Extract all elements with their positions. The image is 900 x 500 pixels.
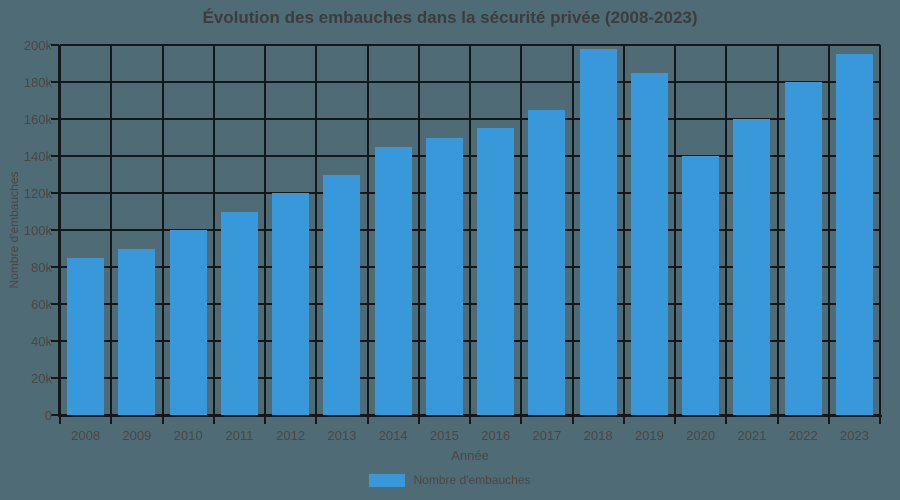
- bar-2010[interactable]: [169, 230, 207, 415]
- bar-2013[interactable]: [323, 174, 361, 415]
- x-axis-tick: [366, 417, 369, 424]
- legend-label: Nombre d'embauches: [413, 473, 531, 487]
- y-axis-tick: [51, 118, 59, 120]
- x-axis-tick: [879, 417, 881, 424]
- y-tick-label: 200k: [23, 38, 52, 53]
- y-axis-tick: [51, 303, 59, 305]
- gridline-vertical: [879, 45, 881, 415]
- bar-2011[interactable]: [220, 211, 258, 415]
- y-tick-label: 100k: [23, 223, 52, 238]
- bar-2020[interactable]: [682, 156, 720, 415]
- chart-title: Évolution des embauches dans la sécurité…: [202, 8, 698, 27]
- x-tick-label: 2017: [532, 428, 562, 443]
- bar-2018[interactable]: [579, 48, 617, 415]
- y-tick-label: 0: [44, 408, 52, 423]
- x-axis-tick: [776, 417, 779, 424]
- gridline-vertical: [776, 45, 779, 415]
- x-tick-label: 2022: [788, 428, 818, 443]
- bar-2021[interactable]: [733, 119, 771, 415]
- bar-2019[interactable]: [630, 72, 668, 415]
- gridline-vertical: [417, 45, 420, 415]
- x-tick-label: 2009: [122, 428, 152, 443]
- gridline-vertical: [315, 45, 318, 415]
- x-axis-tick: [315, 417, 318, 424]
- gridline-vertical: [827, 45, 830, 415]
- x-tick-label: 2016: [481, 428, 511, 443]
- bar-2016[interactable]: [477, 128, 515, 415]
- gridline-vertical: [110, 45, 113, 415]
- y-axis-tick: [51, 192, 59, 194]
- x-tick-label: 2010: [173, 428, 203, 443]
- x-axis-tick: [725, 417, 728, 424]
- y-axis-tick: [51, 229, 59, 231]
- gridline-vertical: [469, 45, 471, 415]
- x-axis-tick: [161, 417, 164, 424]
- bar-2008[interactable]: [67, 257, 105, 415]
- bar-2015[interactable]: [425, 137, 463, 415]
- bar-2023[interactable]: [835, 54, 873, 415]
- x-tick-label: 2013: [327, 428, 357, 443]
- x-axis-tick: [417, 417, 420, 424]
- x-tick-label: 2023: [839, 428, 869, 443]
- x-axis-tick: [827, 417, 830, 424]
- x-axis-tick: [571, 417, 574, 424]
- x-axis-tick: [264, 417, 266, 424]
- gridline-vertical: [622, 45, 625, 415]
- y-tick-label: 40k: [31, 334, 52, 349]
- bar-2022[interactable]: [784, 82, 822, 415]
- y-tick-label: 140k: [23, 149, 52, 164]
- x-axis-title: Année: [451, 448, 489, 463]
- gridline-vertical: [520, 45, 523, 415]
- gridline-vertical: [366, 45, 369, 415]
- x-axis-tick: [212, 417, 215, 424]
- bar-2017[interactable]: [528, 109, 566, 415]
- y-axis-tick: [51, 44, 59, 46]
- x-tick-label: 2011: [225, 428, 254, 443]
- x-axis-tick: [59, 417, 61, 424]
- y-axis-tick: [51, 340, 59, 342]
- bar-2014[interactable]: [374, 146, 412, 415]
- y-tick-label: 80k: [31, 260, 52, 275]
- gridline-vertical: [725, 45, 728, 415]
- y-tick-label: 120k: [23, 186, 52, 201]
- gridline-vertical: [571, 45, 574, 415]
- x-tick-label: 2014: [378, 428, 408, 443]
- y-axis-tick: [51, 266, 59, 268]
- x-tick-label: 2020: [686, 428, 716, 443]
- x-tick-label: 2019: [634, 428, 664, 443]
- gridline-vertical: [59, 45, 61, 415]
- x-axis-line: [58, 415, 882, 417]
- x-axis-tick: [110, 417, 113, 424]
- x-axis-tick: [520, 417, 523, 424]
- gridline-horizontal: [60, 414, 880, 416]
- bar-2012[interactable]: [272, 193, 310, 415]
- y-tick-label: 60k: [31, 297, 52, 312]
- y-tick-label: 20k: [31, 371, 52, 386]
- y-axis-tick: [51, 81, 59, 83]
- x-tick-label: 2018: [583, 428, 613, 443]
- x-axis-tick: [469, 417, 471, 424]
- x-axis-tick: [674, 417, 676, 424]
- x-tick-label: 2012: [276, 428, 306, 443]
- y-tick-label: 160k: [23, 112, 52, 127]
- gridline-vertical: [161, 45, 164, 415]
- plot-area[interactable]: 0 20k 40k 60k 80k 100k 120k 140k 160k 180k 200k 200…: [24, 39, 882, 443]
- legend-swatch-icon: [369, 473, 406, 487]
- x-tick-label: 2015: [429, 428, 459, 443]
- y-tick-label: 180k: [23, 75, 52, 90]
- x-axis-tick: [622, 417, 625, 424]
- legend-item[interactable]: Nombre d'embauches: [0, 473, 900, 487]
- bar-2009[interactable]: [118, 248, 156, 415]
- gridline-vertical: [212, 45, 215, 415]
- gridline-vertical: [674, 45, 676, 415]
- y-axis-tick: [51, 155, 59, 157]
- x-tick-label: 2021: [737, 428, 767, 443]
- y-axis-tick: [51, 414, 59, 416]
- y-axis-tick: [51, 377, 59, 379]
- gridline-vertical: [264, 45, 266, 415]
- x-tick-label: 2008: [71, 428, 101, 443]
